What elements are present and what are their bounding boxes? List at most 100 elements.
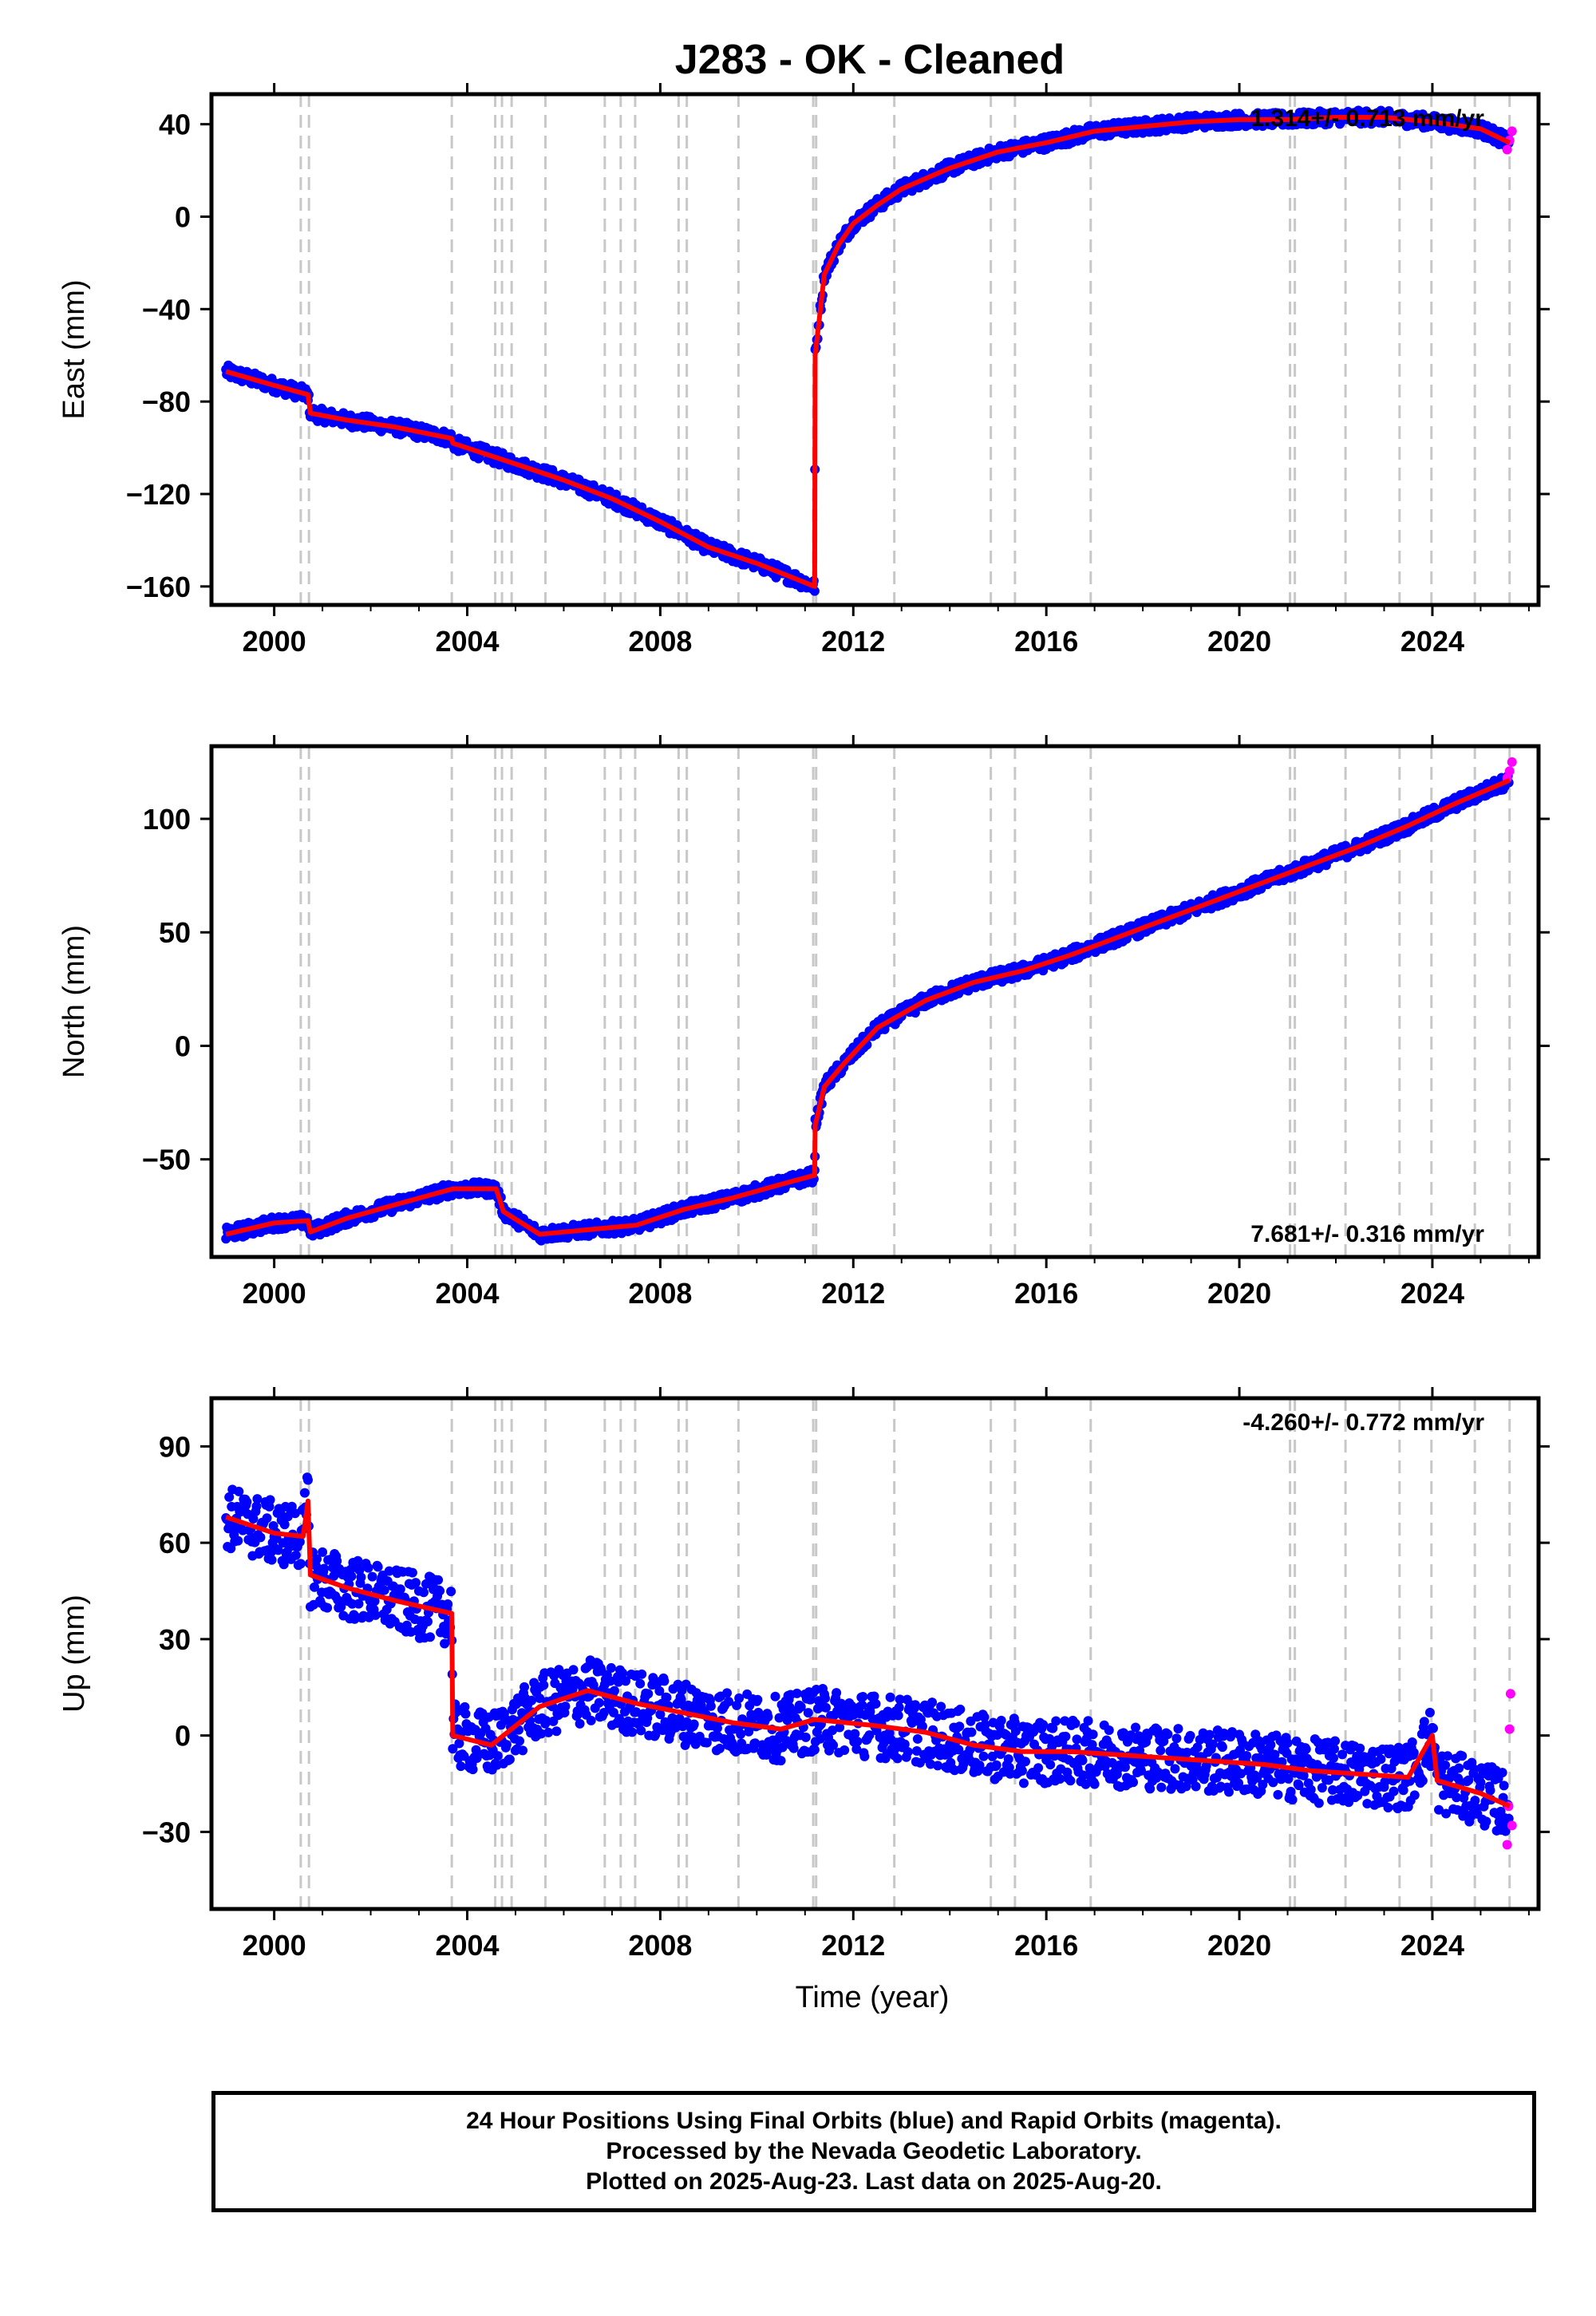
final-orbit-point [1327, 1784, 1337, 1795]
final-orbit-point [662, 1692, 672, 1702]
final-orbit-point [724, 1697, 734, 1707]
final-orbit-point [384, 1566, 394, 1576]
final-orbit-point [851, 1744, 862, 1754]
final-orbit-point [373, 1562, 383, 1572]
final-orbit-point [736, 1729, 746, 1739]
final-orbit-point [609, 1686, 619, 1696]
final-orbit-point [226, 1543, 236, 1554]
final-orbit-point [1104, 1725, 1114, 1736]
y-tick-label: −50 [142, 1144, 191, 1176]
final-orbit-point [836, 1698, 847, 1709]
final-orbit-point [1128, 1777, 1139, 1788]
final-orbit-point [575, 1718, 585, 1729]
final-orbit-point [299, 1488, 310, 1498]
final-orbit-point [1362, 1798, 1373, 1808]
final-orbit-point [541, 1715, 551, 1725]
final-orbit-point [1380, 1777, 1390, 1787]
x-tick-label: 2020 [1207, 1277, 1271, 1310]
final-orbit-point [655, 1709, 666, 1720]
final-orbit-point [763, 1712, 773, 1722]
final-orbit-point [1268, 1777, 1278, 1788]
final-orbit-point [1038, 1720, 1049, 1730]
final-orbit-point [828, 1725, 838, 1736]
x-tick-label: 2004 [435, 1277, 499, 1310]
final-orbit-point [1242, 1750, 1252, 1761]
final-orbit-point [1389, 1786, 1399, 1796]
final-orbit-point [543, 1727, 554, 1737]
final-orbit-point [722, 1688, 733, 1698]
final-orbit-point [443, 1599, 453, 1609]
final-orbit-point [1009, 1717, 1020, 1728]
final-orbit-point [319, 1563, 330, 1574]
final-orbit-point [879, 1738, 889, 1749]
x-tick-label: 2024 [1400, 1277, 1464, 1310]
final-orbit-point [955, 1704, 966, 1714]
final-orbit-point [782, 1715, 792, 1725]
north-model-line [225, 777, 1511, 1237]
final-orbit-point [714, 1743, 725, 1753]
final-orbit-point [608, 1707, 618, 1717]
figure-title: J283 - OK - Cleaned [675, 37, 1065, 83]
y-tick-label: −120 [126, 478, 191, 511]
final-orbit-point [885, 1692, 895, 1702]
final-orbit-point [454, 1738, 464, 1749]
final-orbit-point [847, 1701, 857, 1711]
final-orbit-point [1298, 1770, 1309, 1780]
final-orbit-point [1337, 1749, 1348, 1760]
final-orbit-point [1135, 1745, 1145, 1756]
final-orbit-point [1136, 1765, 1147, 1776]
final-orbit-point [370, 1610, 381, 1620]
final-orbit-point [991, 1760, 1001, 1770]
final-orbit-point [1270, 1749, 1280, 1760]
final-orbit-point [893, 1710, 903, 1721]
final-orbit-point [750, 1738, 760, 1749]
final-orbit-point [927, 1697, 938, 1708]
final-orbit-point [1409, 1790, 1420, 1800]
final-orbit-point [460, 1709, 471, 1719]
final-orbit-point [705, 1701, 716, 1711]
north-y-axis-label: North (mm) [57, 925, 91, 1078]
final-orbit-point [1452, 1792, 1462, 1803]
rapid-orbit-point [1502, 144, 1512, 155]
final-orbit-point [1376, 1754, 1386, 1765]
final-orbit-point [1443, 1751, 1453, 1761]
final-orbit-point [515, 1736, 525, 1746]
final-orbit-point [1389, 1757, 1400, 1767]
final-orbit-point [903, 1747, 913, 1757]
final-orbit-point [689, 1719, 699, 1729]
x-tick-label: 2000 [243, 625, 306, 658]
final-orbit-point [224, 1492, 235, 1502]
x-tick-label: 2016 [1014, 1277, 1078, 1310]
final-orbit-point [519, 1682, 530, 1692]
final-orbit-point [1055, 1773, 1065, 1784]
y-tick-label: 40 [159, 109, 191, 141]
final-orbit-point [966, 1727, 977, 1737]
final-orbit-point [586, 1715, 596, 1725]
final-orbit-point [788, 1743, 799, 1753]
final-orbit-point [1314, 1798, 1324, 1808]
final-orbit-point [1469, 1764, 1479, 1774]
final-orbit-point [1273, 1789, 1283, 1800]
final-orbit-point [670, 1722, 681, 1733]
final-orbit-point [1355, 1743, 1365, 1753]
final-orbit-point [627, 1727, 638, 1737]
x-tick-label: 2000 [243, 1277, 306, 1310]
final-orbit-point [974, 1761, 985, 1771]
final-orbit-point [1207, 1739, 1218, 1749]
final-orbit-point [792, 1688, 802, 1698]
final-orbit-point [1072, 1734, 1082, 1745]
final-orbit-point [618, 1668, 628, 1678]
final-orbit-point [1428, 1723, 1438, 1733]
final-orbit-point [367, 1571, 377, 1582]
final-orbit-point [621, 1676, 631, 1686]
final-orbit-point [594, 1697, 604, 1708]
final-orbit-point [606, 1662, 616, 1673]
final-orbit-point [252, 1494, 263, 1504]
final-orbit-point [282, 1512, 293, 1522]
final-orbit-point [1087, 1740, 1097, 1750]
final-orbit-point [800, 1732, 811, 1742]
final-orbit-point [456, 1761, 466, 1772]
